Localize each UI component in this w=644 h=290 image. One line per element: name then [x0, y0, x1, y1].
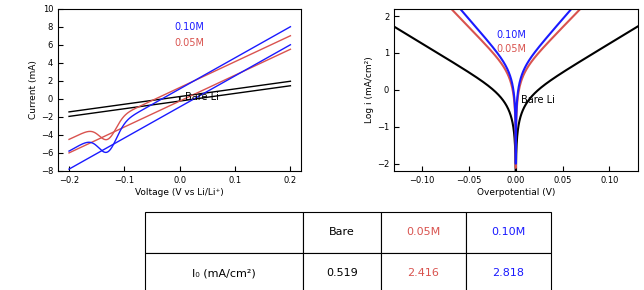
Text: 0.05M: 0.05M: [175, 38, 205, 48]
X-axis label: Overpotential (V): Overpotential (V): [477, 188, 555, 197]
Y-axis label: Current (mA): Current (mA): [29, 60, 38, 119]
Text: 0.05M: 0.05M: [497, 44, 526, 55]
X-axis label: Voltage (V vs Li/Li⁺): Voltage (V vs Li/Li⁺): [135, 188, 224, 197]
Text: Bare Li: Bare Li: [520, 95, 554, 105]
Text: 0.10M: 0.10M: [497, 30, 526, 40]
Y-axis label: Log i (mA/cm²): Log i (mA/cm²): [365, 57, 374, 123]
Text: 0.10M: 0.10M: [175, 22, 205, 32]
Text: Bare Li: Bare Li: [185, 92, 218, 102]
